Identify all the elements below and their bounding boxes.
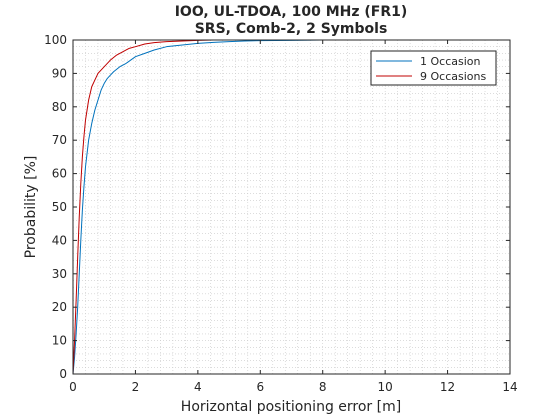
y-tick-label: 60 xyxy=(52,167,67,181)
y-tick-label: 50 xyxy=(52,200,67,214)
y-tick-label: 90 xyxy=(52,66,67,80)
y-tick-label: 10 xyxy=(52,334,67,348)
axis-ticks: 0 2 4 6 8 10 12 14 0 10 20 30 40 50 60 70 80 90 100 xyxy=(44,33,518,394)
legend-box xyxy=(370,50,497,86)
y-tick-label: 70 xyxy=(52,133,67,147)
chart-title-line-2: SRS, Comb-2, 2 Symbols xyxy=(195,21,388,37)
x-tick-label: 2 xyxy=(132,380,140,394)
x-tick-label: 10 xyxy=(378,380,393,394)
y-tick-label: 20 xyxy=(52,300,67,314)
plot-background xyxy=(73,40,510,374)
chart-title-line-1: IOO, UL-TDOA, 100 MHz (FR1) xyxy=(175,4,408,20)
x-tick-label: 8 xyxy=(319,380,327,394)
x-tick-label: 14 xyxy=(502,380,517,394)
x-axis-label: Horizontal positioning error [m] xyxy=(181,399,401,415)
y-tick-label: 100 xyxy=(44,33,67,47)
legend-label-1-occasion: 1 Occasion xyxy=(420,55,481,68)
x-tick-label: 0 xyxy=(69,380,77,394)
series-line-9-occasions xyxy=(72,39,220,375)
y-tick-label: 0 xyxy=(59,367,67,381)
y-axis-label: Probability [%] xyxy=(23,156,39,259)
y-tick-label: 40 xyxy=(52,233,67,247)
x-tick-label: 6 xyxy=(256,380,264,394)
legend-label-9-occasions: 9 Occasions xyxy=(420,70,486,83)
y-tick-label: 30 xyxy=(52,267,67,281)
legend: 1 Occasion 9 Occasions xyxy=(370,50,497,86)
x-tick-label: 4 xyxy=(194,380,202,394)
x-tick-label: 12 xyxy=(440,380,455,394)
grid-lines xyxy=(73,40,510,374)
y-tick-label: 80 xyxy=(52,100,67,114)
